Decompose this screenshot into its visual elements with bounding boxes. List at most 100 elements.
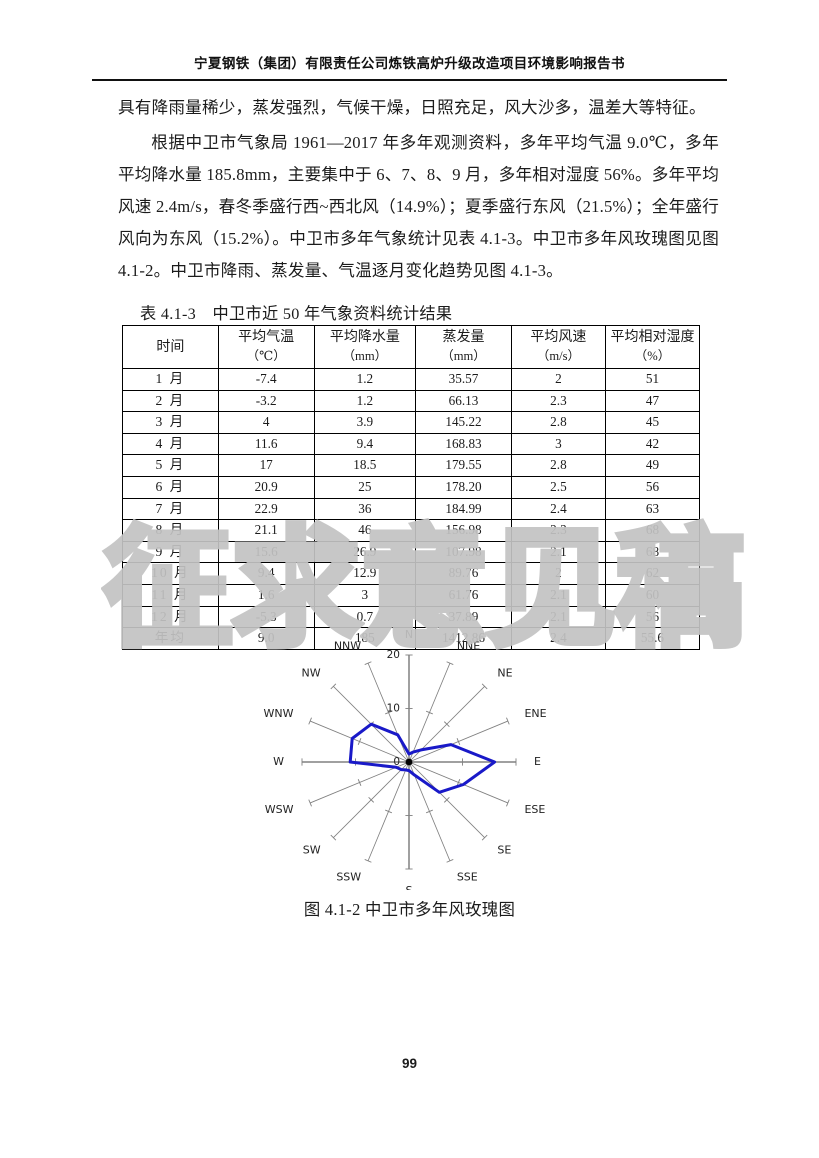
cell-temp: -5.3 [217,605,315,629]
direction-label-N: N [405,628,413,641]
col-header-humidity-label: 平均相对湿度 [610,330,695,345]
cell-humidity: 68 [604,540,701,564]
cell-evap: 89.76 [415,562,512,585]
table-row: 4 月 11.6 9.4 168.83 3 42 [122,432,701,456]
cell-time: 3 月 [122,411,219,434]
cell-evap: 179.55 [415,454,512,477]
direction-label-ESE: ESE [524,803,545,816]
col-header-temperature-unit: （℃） [246,349,286,363]
axis-tick [506,799,510,807]
table-row: 3 月 4 3.9 145.22 2.8 45 [122,411,701,434]
cell-temp: -7.4 [217,368,315,391]
cell-time: 9 月 [122,540,219,564]
cell-wind: 2.1 [510,583,606,607]
cell-temp: 21.1 [217,519,315,542]
body-text: 具有降雨量稀少，蒸发强烈，气候干燥，日照充足，风大沙多，温差大等特征。 根据中卫… [118,92,719,290]
col-header-precipitation-label: 平均降水量 [329,330,400,345]
col-header-temperature: 平均气温 （℃） [217,325,315,369]
cell-humidity: 56 [604,475,701,499]
table-body: 1 月 -7.4 1.2 35.57 2 51 2 月 -3.2 1.2 66.13 2.3 47 3 … [122,368,701,650]
cell-temp: 17 [217,454,315,477]
col-header-humidity: 平均相对湿度 （%） [604,325,701,369]
col-header-evaporation-unit: （mm） [441,349,486,363]
cell-time: 8 月 [122,519,219,542]
axis-tick [385,809,393,814]
cell-precip: 0.7 [313,605,417,629]
cell-wind: 2.3 [510,389,606,413]
cell-wind: 2.3 [510,519,606,542]
axis-tick [506,717,510,725]
paragraph-climate-features: 具有降雨量稀少，蒸发强烈，气候干燥，日照充足，风大沙多，温差大等特征。 [118,98,706,117]
table-header-row: 时间 平均气温 （℃） 平均降水量 （mm） 蒸发量 （mm） [122,325,701,369]
cell-wind: 2 [510,368,606,391]
cell-temp: 4 [217,411,315,434]
cell-humidity: 42 [604,432,701,456]
col-header-humidity-unit: （%） [634,349,671,363]
cell-humidity: 62 [604,562,701,585]
cell-humidity: 51 [604,368,701,391]
cell-evap: 178.20 [415,475,512,499]
cell-precip: 36 [313,497,417,521]
table-row: 年均 9.0 185 1412.86 2.4 55.6 [122,627,701,650]
cell-wind: 2.8 [510,454,606,477]
direction-label-NNE: NNE [457,640,480,653]
axis-tick [308,799,312,807]
axis-tick [385,710,393,715]
axis-tick [443,721,450,728]
cell-evap: 156.98 [415,519,512,542]
cell-precip: 46 [313,519,417,542]
cell-time: 2 月 [122,389,219,413]
cell-humidity: 68 [604,519,701,542]
cell-time: 1 月 [122,368,219,391]
axis-tick [330,683,337,690]
cell-humidity: 49 [604,454,701,477]
cell-precip: 25 [313,475,417,499]
cell-time: 年均 [122,627,219,650]
page-header: 宁夏钢铁（集团）有限责任公司炼铁高炉升级改造项目环境影响报告书 [0,52,819,81]
meteo-table: 时间 平均气温 （℃） 平均降水量 （mm） 蒸发量 （mm） [122,325,701,650]
cell-wind: 2.1 [510,605,606,629]
cell-humidity: 47 [604,389,701,413]
cell-precip: 26.9 [313,540,417,564]
table-row: 11 月 1.6 3 61.76 2.1 60 [122,583,701,607]
cell-evap: 145.22 [415,411,512,434]
cell-time: 4 月 [122,432,219,456]
cell-temp: 20.9 [217,475,315,499]
col-header-precipitation: 平均降水量 （mm） [313,325,417,369]
cell-time: 11 月 [122,583,219,607]
col-header-evaporation: 蒸发量 （mm） [415,325,512,369]
table-row: 9 月 15.6 26.9 107.98 2.1 68 [122,540,701,564]
cell-time: 7 月 [122,497,219,521]
axis-tick [446,859,454,863]
table-row: 7 月 22.9 36 184.99 2.4 63 [122,497,701,521]
cell-wind: 2 [510,562,606,585]
table-row: 10 月 9.4 12.9 89.76 2 62 [122,562,701,585]
cell-wind: 2.5 [510,475,606,499]
col-header-evaporation-label: 蒸发量 [442,330,485,345]
col-header-temperature-label: 平均气温 [238,330,295,345]
cell-evap: 1412.86 [415,627,512,650]
cell-wind: 2.8 [510,411,606,434]
wind-rose-polygon [348,722,497,794]
table-row: 5 月 17 18.5 179.55 2.8 49 [122,454,701,477]
cell-time: 6 月 [122,475,219,499]
cell-precip: 1.2 [313,389,417,413]
table-row: 2 月 -3.2 1.2 66.13 2.3 47 [122,389,701,413]
header-divider [92,79,727,81]
cell-evap: 61.76 [415,583,512,607]
cell-precip: 9.4 [313,432,417,456]
wind-rose-svg: N NNE NE ENE E ESE SE SSE S SSW SW WSW W WNW NW NNW 20 10… [264,628,547,890]
cell-time: 12 月 [122,605,219,629]
cell-humidity: 63 [604,497,701,521]
axis-tick [425,710,433,715]
axis-tick [357,738,362,746]
header-title: 宁夏钢铁（集团）有限责任公司炼铁高炉升级改造项目环境影响报告书 [194,56,625,71]
axis-tick [357,778,362,786]
meteo-table-container: 时间 平均气温 （℃） 平均降水量 （mm） 蒸发量 （mm） [122,325,701,650]
col-header-wind-speed: 平均风速 （m/s） [510,325,606,369]
direction-label-W: W [273,755,284,768]
axis-tick [446,661,454,665]
cell-temp: 22.9 [217,497,315,521]
direction-label-NNW: NNW [334,640,361,653]
table-row: 6 月 20.9 25 178.20 2.5 56 [122,475,701,499]
